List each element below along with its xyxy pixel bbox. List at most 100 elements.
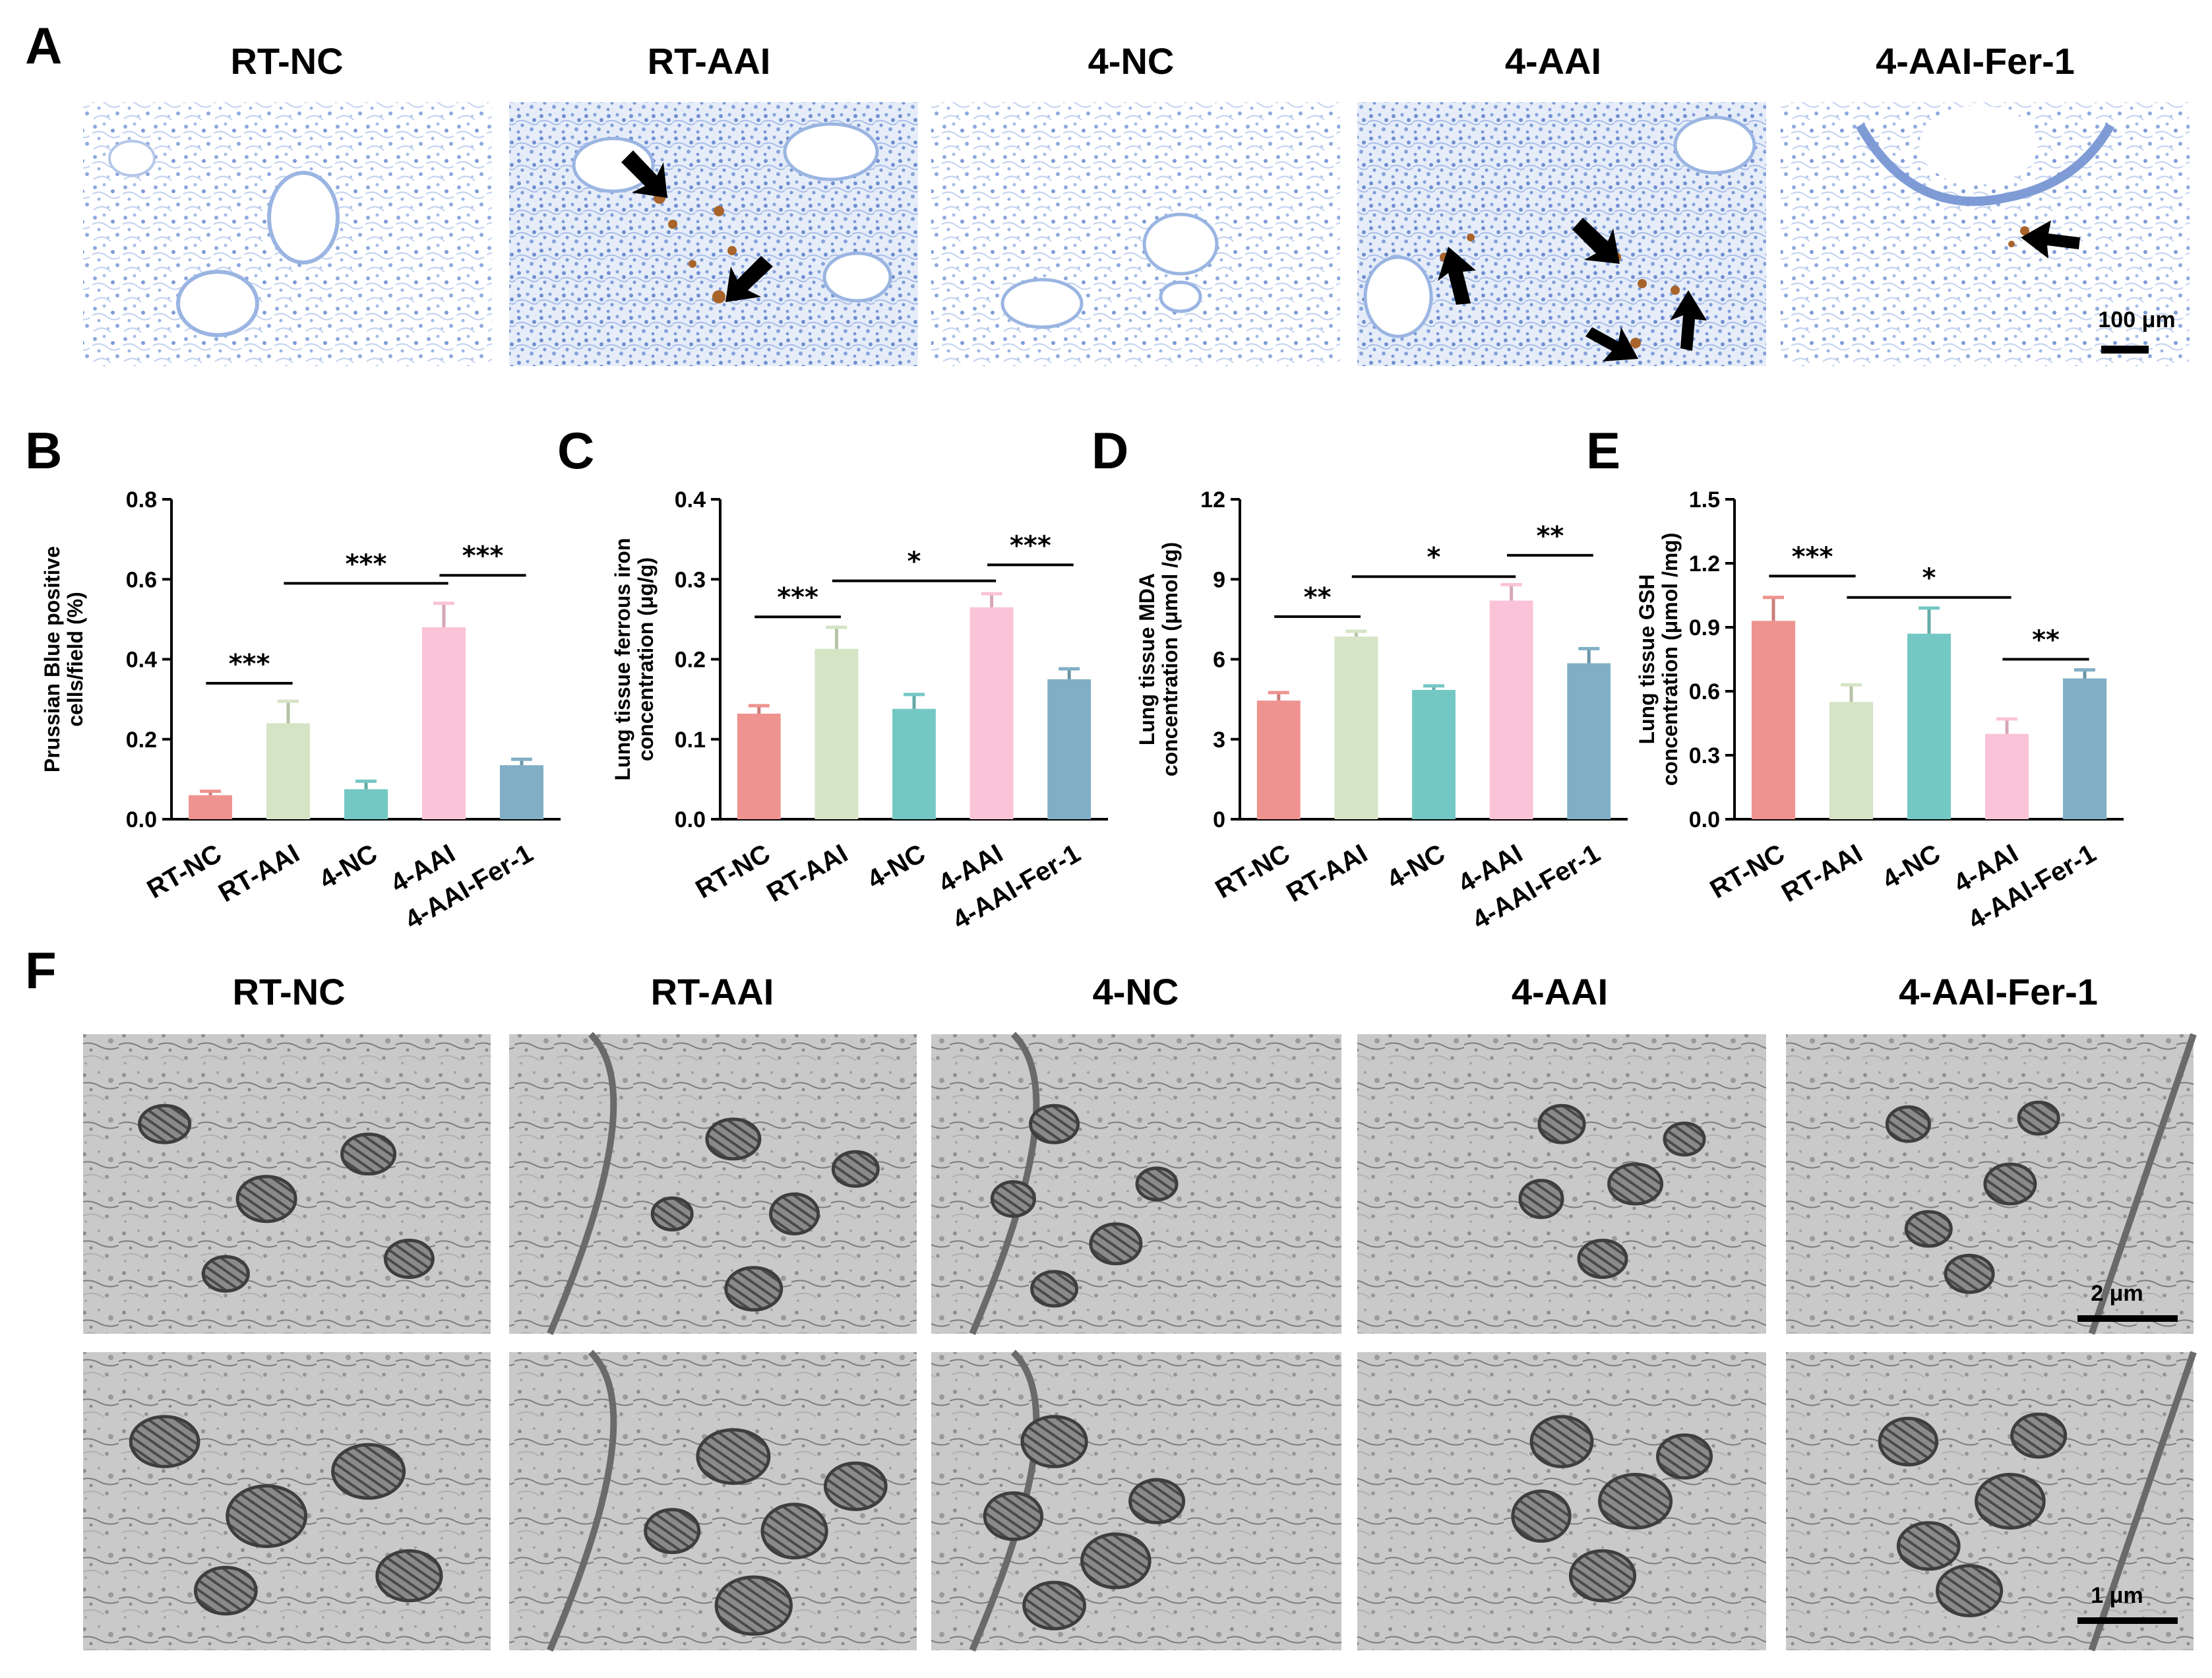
mitochondrion bbox=[1135, 1166, 1179, 1202]
bar-4-aai bbox=[1984, 733, 2029, 819]
tem-tile-4-nc-top bbox=[931, 1032, 1341, 1335]
mitochondrion bbox=[1944, 1253, 1995, 1294]
bar-4-aai-fer-1 bbox=[1047, 679, 1091, 819]
y-tick-label: 6 bbox=[1213, 648, 1225, 673]
tem-micrographs bbox=[83, 1032, 2197, 1652]
mitochondrion bbox=[1518, 1179, 1564, 1220]
tem-tile-rt-nc-top bbox=[83, 1034, 491, 1334]
black-arrow-icon bbox=[621, 150, 2080, 361]
nuclear-envelope bbox=[969, 1032, 1040, 1335]
mitochondrion bbox=[138, 1103, 192, 1144]
bar-rt-nc bbox=[1256, 700, 1301, 819]
y-tick-label: 0.4 bbox=[126, 648, 157, 673]
histology-scale-label: 100 μm bbox=[2098, 307, 2175, 332]
histology-scale-bar bbox=[2101, 346, 2149, 354]
significance-label: *** bbox=[1010, 530, 1051, 561]
bar-rt-nc bbox=[1751, 621, 1796, 819]
mitochondrion bbox=[1128, 1478, 1186, 1524]
category-label: RT-AAI bbox=[1777, 839, 1867, 908]
nuclear-envelope bbox=[547, 1350, 617, 1652]
mitochondrion bbox=[831, 1150, 880, 1188]
tem-tile-rt-nc-bottom bbox=[83, 1352, 491, 1650]
mitochondrion bbox=[1537, 1103, 1586, 1144]
y-tick-label: 0.6 bbox=[126, 567, 157, 592]
bar-4-aai bbox=[1489, 600, 1533, 819]
y-axis-label: concentration (μmol /mg) bbox=[1658, 532, 1682, 786]
mitochondrion bbox=[1885, 1105, 1931, 1143]
tem-scale-bar-top bbox=[2077, 1315, 2178, 1322]
category-label: RT-NC bbox=[1210, 839, 1295, 904]
mitochondrion bbox=[1022, 1580, 1086, 1631]
mitochondrion bbox=[1663, 1121, 1706, 1157]
panel-label-b: B bbox=[25, 421, 62, 480]
histology-title-4-aai: 4-AAI bbox=[1505, 40, 1601, 82]
tem-tile-4-aai-fer-1-top bbox=[1786, 1033, 2197, 1335]
histology-title-rt-aai: RT-AAI bbox=[648, 40, 771, 82]
tem-title-rt-nc: RT-NC bbox=[232, 971, 345, 1012]
mitochondrion bbox=[201, 1255, 250, 1293]
tem-scale-label-top: 2 μm bbox=[2091, 1281, 2143, 1306]
y-tick-label: 0.4 bbox=[675, 487, 706, 513]
significance-label: *** bbox=[1792, 542, 1833, 572]
mitochondrion bbox=[193, 1566, 258, 1616]
bar-rt-aai bbox=[814, 648, 859, 819]
significance-label: ** bbox=[1536, 521, 1564, 551]
panel-label-d: D bbox=[1091, 421, 1128, 480]
bar-4-nc bbox=[892, 708, 936, 819]
y-tick-label: 0.8 bbox=[126, 487, 157, 513]
mitochondrion bbox=[1568, 1549, 1637, 1603]
mitochondrion bbox=[990, 1180, 1036, 1218]
bar-4-aai bbox=[421, 627, 466, 819]
bar-rt-aai bbox=[266, 723, 311, 819]
significance-label: *** bbox=[346, 549, 387, 579]
y-tick-label: 1.5 bbox=[1689, 487, 1720, 513]
y-tick-label: 0.3 bbox=[675, 567, 706, 592]
nuclear-envelope bbox=[2088, 1033, 2197, 1335]
tem-title-rt-aai: RT-AAI bbox=[651, 971, 774, 1012]
significance-label: *** bbox=[229, 649, 270, 679]
tem-tile-4-aai-fer-1-bottom bbox=[1786, 1351, 2197, 1652]
mitochondrion bbox=[714, 1575, 793, 1636]
y-axis-label: concentration (μmol /g) bbox=[1158, 542, 1182, 777]
mitochondrion bbox=[1598, 1473, 1673, 1530]
panel-label-e: E bbox=[1586, 421, 1620, 480]
y-axis-label: Lung tissue MDA bbox=[1135, 573, 1159, 745]
y-tick-label: 0.2 bbox=[126, 728, 157, 753]
y-axis-label: Lung tissue ferrous iron bbox=[611, 538, 634, 780]
bar-4-aai-fer-1 bbox=[1567, 663, 1611, 819]
panel-label-a: A bbox=[25, 16, 62, 75]
tem-tile-4-aai-top bbox=[1357, 1034, 1766, 1334]
y-tick-label: 3 bbox=[1213, 728, 1225, 753]
bar-4-aai bbox=[969, 607, 1014, 819]
category-label: 4-NC bbox=[863, 839, 931, 895]
mitochondrion bbox=[1577, 1239, 1628, 1279]
category-label: 4-NC bbox=[1382, 839, 1450, 895]
significance-label: * bbox=[1427, 542, 1441, 573]
y-tick-label: 12 bbox=[1200, 487, 1225, 513]
category-label: 4-NC bbox=[1878, 839, 1946, 895]
tem-tile-rt-aai-top bbox=[509, 1032, 917, 1335]
y-tick-label: 0.0 bbox=[1689, 807, 1720, 832]
histology-tile-4-aai-fer-1 bbox=[1781, 102, 2190, 366]
significance-label: *** bbox=[462, 541, 504, 571]
y-axis-label: Prussian Blue positive bbox=[40, 546, 64, 772]
mitochondrion bbox=[696, 1428, 771, 1485]
tem-background bbox=[1357, 1034, 1766, 1334]
mitochondrion bbox=[1878, 1417, 1939, 1467]
significance-label: * bbox=[1922, 563, 1936, 594]
y-tick-label: 0.1 bbox=[675, 728, 706, 753]
y-tick-label: 0.6 bbox=[1689, 679, 1720, 704]
significance-label: *** bbox=[777, 582, 818, 613]
tem-scale-label-bottom: 1 μm bbox=[2091, 1583, 2143, 1608]
category-label: RT-AAI bbox=[762, 839, 852, 908]
y-axis-label: concentration (μg/g) bbox=[634, 557, 658, 761]
mitochondrion bbox=[1656, 1433, 1713, 1480]
mitochondrion bbox=[1511, 1489, 1572, 1543]
mitochondrion bbox=[650, 1196, 694, 1231]
mitochondrion bbox=[724, 1266, 783, 1312]
tem-title-4-aai-fer-1: 4-AAI-Fer-1 bbox=[1899, 971, 2098, 1012]
bar-4-aai-fer-1 bbox=[2062, 678, 2107, 819]
mitochondrion bbox=[1983, 1162, 2037, 1206]
y-tick-label: 9 bbox=[1213, 567, 1225, 592]
mitochondrion bbox=[1529, 1415, 1594, 1468]
